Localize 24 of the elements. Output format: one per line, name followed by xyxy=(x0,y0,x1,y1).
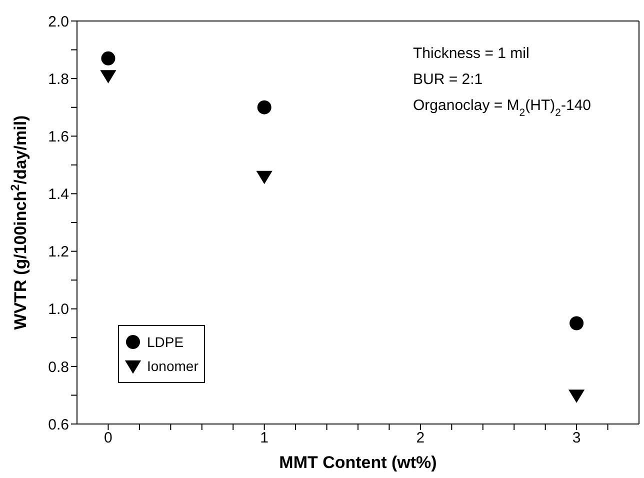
point xyxy=(568,390,585,403)
y-tick-label: 0.6 xyxy=(48,416,69,434)
y-tick-label: 2.0 xyxy=(48,13,69,30)
x-tick-label: 2 xyxy=(416,430,425,447)
annotation: BUR = 2:1 xyxy=(413,71,483,88)
point xyxy=(257,100,272,114)
x-tick-label: 1 xyxy=(260,430,269,447)
x-axis-title: MMT Content (wt%) xyxy=(279,453,437,472)
y-tick-label: 1.4 xyxy=(48,186,69,204)
x-tick-label: 0 xyxy=(104,430,112,447)
point xyxy=(101,51,116,66)
y-tick-label: 0.8 xyxy=(48,358,69,376)
point xyxy=(570,316,584,330)
x-tick-label: 3 xyxy=(572,430,581,447)
y-tick-label: 1.2 xyxy=(48,244,69,261)
y-tick-label: 1.8 xyxy=(48,70,69,88)
annotation: Thickness = 1 mil xyxy=(413,45,530,62)
y-tick-label: 1.6 xyxy=(48,128,69,146)
point xyxy=(256,170,272,184)
y-tick-label: 1.0 xyxy=(48,301,69,318)
annotation: Organoclay = M$_{2}$(HT)$_{2}$-140 xyxy=(413,97,592,119)
legend-label: LDPE xyxy=(147,333,184,352)
point xyxy=(100,70,116,84)
legend-label: Ionomer xyxy=(147,357,198,376)
